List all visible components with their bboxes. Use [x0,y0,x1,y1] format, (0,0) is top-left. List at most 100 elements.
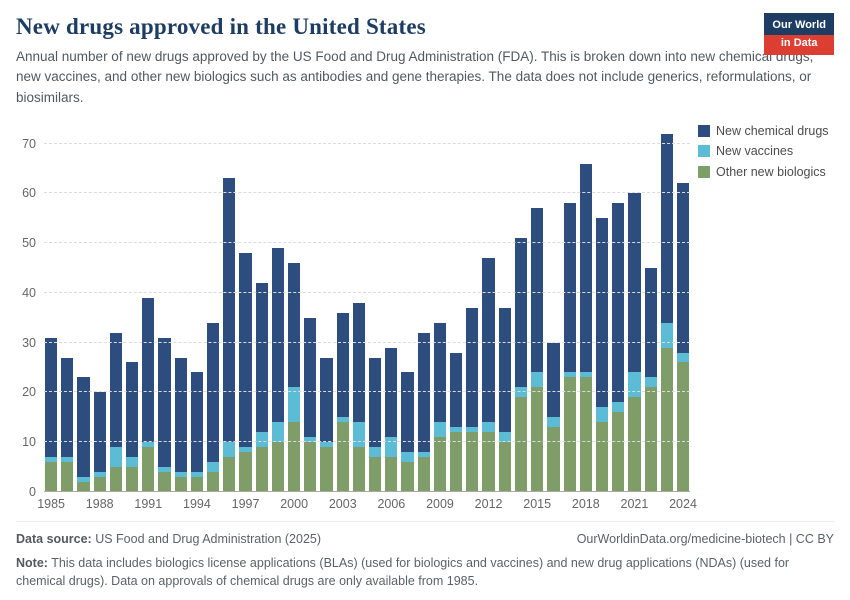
legend-item-other-new-biologics[interactable]: Other new biologics [698,165,838,179]
bar-1994[interactable] [190,124,204,492]
y-tick-label-0: 0 [29,484,36,499]
x-axis: 1985 1988 1991 1994 1997 2000 2003 2006 2009 2012… [37,492,697,512]
bar-2006[interactable] [385,124,398,492]
bar-2008[interactable] [417,124,430,492]
bar-2016[interactable] [547,124,560,492]
gridline-40 [44,291,690,293]
x-slot-1988: 1988 [86,492,114,512]
x-tick-label-1997: 1997 [231,496,260,511]
data-source: Data source: US Food and Drug Administra… [16,532,321,546]
chart-note: Note: This data includes biologics licen… [16,554,834,590]
chart-footer: Data source: US Food and Drug Administra… [16,520,834,590]
legend-item-new-chemical-drugs[interactable]: New chemical drugs [698,124,838,138]
bar-1995[interactable] [207,124,220,492]
x-slot-2004 [353,492,365,512]
gridline-60 [44,192,690,194]
bar-2023[interactable] [660,124,673,492]
bar-1991[interactable] [142,124,155,492]
gridline-50 [44,242,690,244]
bar-segment [417,456,430,492]
bar-segment [385,347,398,438]
bar-1999[interactable] [271,124,285,492]
gridline-70 [44,142,690,144]
bar-2014[interactable] [514,124,528,492]
bar-2024[interactable] [676,124,690,492]
bar-1993[interactable] [174,124,187,492]
x-slot-2006: 2006 [377,492,405,512]
bar-segment [174,471,187,477]
bar-segment [644,377,657,388]
bar-2007[interactable] [401,124,414,492]
bar-2000[interactable] [288,124,301,492]
bar-segment [93,476,106,492]
bar-segment [417,332,430,452]
bar-2015[interactable] [531,124,544,492]
bar-segment [207,461,220,472]
bar-segment [61,456,74,462]
x-tick-label-2018: 2018 [571,496,600,511]
x-slot-1992 [158,492,170,512]
bar-1992[interactable] [158,124,171,492]
x-slot-2012: 2012 [475,492,503,512]
bar-segment [207,471,220,492]
bar-segment [336,312,349,418]
bar-2005[interactable] [369,124,382,492]
bar-1997[interactable] [239,124,252,492]
x-tick-label-2024: 2024 [669,496,697,511]
bar-2017[interactable] [563,124,576,492]
bar-2011[interactable] [466,124,479,492]
x-tick-label-2021: 2021 [620,496,649,511]
x-slot-2018: 2018 [572,492,600,512]
license-link[interactable]: OurWorldinData.org/medicine-biotech | CC… [576,531,834,546]
bar-2012[interactable] [482,124,495,492]
gridline-0 [44,490,690,492]
bar-2004[interactable] [352,124,366,492]
y-tick-label-40: 40 [22,285,36,300]
bar-segment [304,437,317,443]
bar-segment [288,422,301,492]
y-tick-label-30: 30 [22,335,36,350]
bar-segment [595,218,609,408]
bar-segment [77,476,90,482]
y-tick-label-60: 60 [22,186,36,201]
bar-1987[interactable] [77,124,90,492]
chart-header: New drugs approved in the United States … [0,0,850,108]
legend-item-new-vaccines[interactable]: New vaccines [698,144,838,158]
bar-1990[interactable] [126,124,139,492]
bar-2021[interactable] [628,124,641,492]
bar-1986[interactable] [61,124,74,492]
bar-segment [676,183,690,353]
x-slot-1997: 1997 [232,492,260,512]
bar-segment [563,372,576,378]
owid-logo[interactable]: Our World in Data [764,13,834,56]
bar-2009[interactable] [433,124,447,492]
bar-1985[interactable] [45,124,58,492]
bar-1998[interactable] [255,124,268,492]
x-slot-1985: 1985 [37,492,65,512]
bar-segment [126,362,139,457]
bar-1989[interactable] [109,124,123,492]
bar-2019[interactable] [595,124,609,492]
bar-2003[interactable] [336,124,349,492]
x-slot-1995 [207,492,219,512]
bar-segment [401,372,414,452]
bar-2020[interactable] [612,124,625,492]
bar-segment [612,203,625,403]
bar-segment [531,372,544,388]
bar-2018[interactable] [579,124,592,492]
bar-2022[interactable] [644,124,657,492]
bar-1996[interactable] [223,124,236,492]
bar-1988[interactable] [93,124,106,492]
note-label: Note: [16,555,48,570]
bar-segment [644,268,657,378]
bar-2010[interactable] [450,124,463,492]
bar-2001[interactable] [304,124,317,492]
bar-segment [482,422,495,433]
bar-2002[interactable] [320,124,333,492]
x-slot-2010 [450,492,462,512]
legend-label: Other new biologics [716,164,826,179]
bar-segment [417,451,430,457]
bar-segment [126,456,139,467]
bar-2013[interactable] [498,124,511,492]
